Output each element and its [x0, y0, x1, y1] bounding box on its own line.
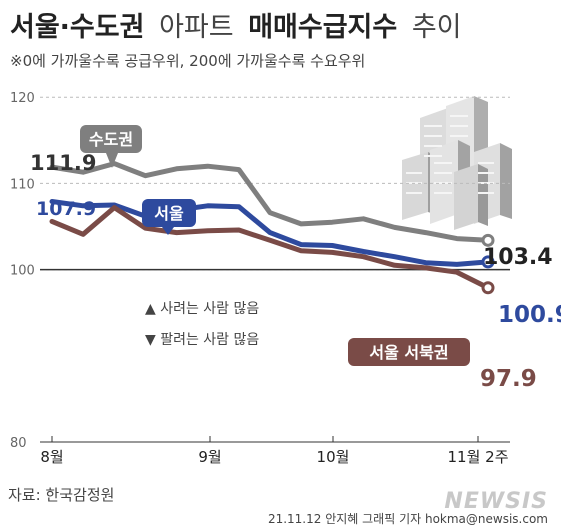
series-end-marker-1: [481, 255, 495, 269]
series-badge-box: [348, 338, 470, 366]
newsis-watermark: NEWSIS: [444, 489, 548, 514]
series-badge-tail: [162, 227, 174, 235]
title-part-1: 서울·수도권: [10, 12, 144, 43]
series-name-label: 서울: [154, 204, 184, 223]
x-tick-label: 8월: [40, 448, 63, 466]
series-badge-2: 서울 서북권: [348, 338, 470, 366]
series-line-1: [49, 199, 491, 267]
x-tick-label: 10월: [317, 448, 350, 466]
series-line-0: [49, 161, 491, 243]
series-name-label: 서울 서북권: [369, 343, 448, 362]
series-name-label: 수도권: [89, 130, 133, 149]
series-badge-box: [142, 199, 196, 227]
y-tick-label: 110: [10, 177, 35, 192]
title-part-2: 아파트: [159, 12, 234, 43]
chart-subtitle: ※0에 가까울수록 공급우위, 200에 가까울수록 수요우위: [10, 52, 365, 70]
x-tick-label: 11월 2주: [448, 448, 509, 466]
title-part-3: 매매수급지수: [248, 12, 397, 43]
annotation-sellers: ▼ 팔려는 사람 많음: [145, 332, 259, 348]
source-text: 자료: 한국감정원: [8, 486, 114, 504]
series-badge-1: 서울: [142, 199, 196, 235]
plot-area: 120 110 100 80 8월 9월 10월 11월 2주 111.9 107.9 103.4 1…: [10, 91, 561, 466]
series-line-2: [49, 205, 491, 291]
value-label-last-seoul: 100.9: [498, 302, 561, 328]
value-label-last-sudogwon: 103.4: [483, 245, 553, 270]
x-tick-label: 9월: [198, 448, 221, 466]
series-badge-box: [80, 125, 142, 153]
title-part-4: 추이: [412, 12, 462, 43]
annotation-buyers: ▲ 사려는 사람 많음: [145, 301, 259, 317]
y-tick-label: 100: [10, 264, 35, 279]
series-badge-tail: [106, 153, 118, 168]
apartment-buildings-icon: [402, 96, 512, 230]
chart-title: 서울·수도권 아파트 매매수급지수 추이: [10, 12, 462, 43]
credit-text: 21.11.12 안지혜 그래픽 기자 hokma@newsis.com: [268, 512, 548, 526]
series-end-marker-0: [481, 233, 495, 247]
value-label-first-sudogwon: 111.9: [30, 151, 96, 175]
y-tick-label: 120: [10, 91, 35, 106]
series-end-marker-2: [481, 281, 495, 295]
value-label-first-seoul: 107.9: [36, 198, 96, 220]
value-label-last-seobukgwon: 97.9: [480, 366, 537, 392]
series-badge-0: 수도권: [80, 125, 142, 168]
y-tick-label: 80: [10, 436, 27, 451]
